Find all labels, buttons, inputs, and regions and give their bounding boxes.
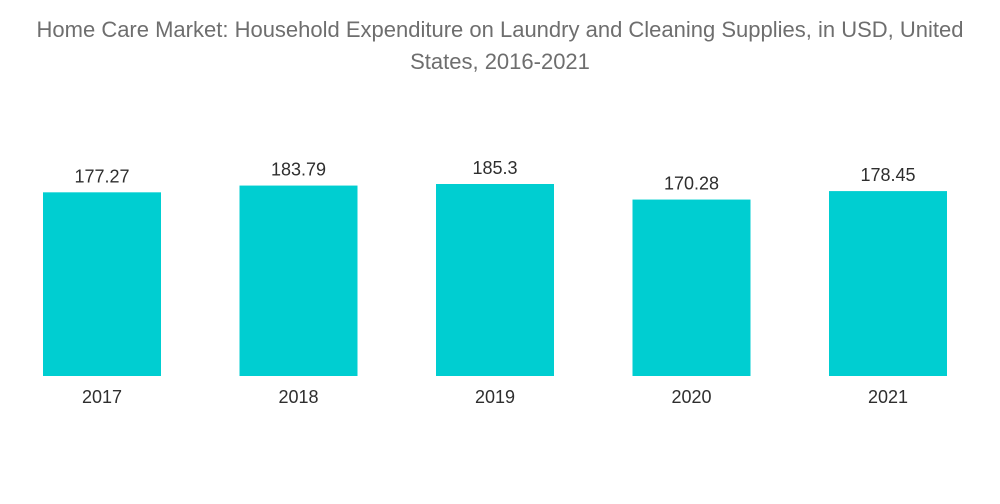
- bar-2021: [829, 191, 947, 376]
- bars-group: [43, 184, 947, 376]
- value-label-2018: 183.79: [271, 160, 326, 180]
- value-label-2020: 170.28: [664, 174, 719, 194]
- value-label-2017: 177.27: [74, 166, 129, 186]
- bar-2020: [632, 199, 751, 376]
- x-tick-label-2019: 2019: [475, 387, 515, 407]
- x-tick-label-2018: 2018: [278, 387, 318, 407]
- bar-2018: [239, 185, 358, 376]
- value-label-2021: 178.45: [860, 165, 915, 185]
- x-tick-label-2017: 2017: [82, 387, 122, 407]
- value-label-2019: 185.3: [472, 158, 517, 178]
- x-tick-label-2020: 2020: [671, 387, 711, 407]
- x-tick-label-2021: 2021: [868, 387, 908, 407]
- chart-title: Home Care Market: Household Expenditure …: [36, 17, 964, 74]
- bar-2017: [43, 192, 161, 376]
- value-labels-group: 177.27 183.79 185.3 170.28 178.45: [74, 158, 915, 194]
- x-tick-labels-group: 2017 2018 2019 2020 2021: [82, 387, 908, 407]
- bar-2019: [436, 184, 554, 376]
